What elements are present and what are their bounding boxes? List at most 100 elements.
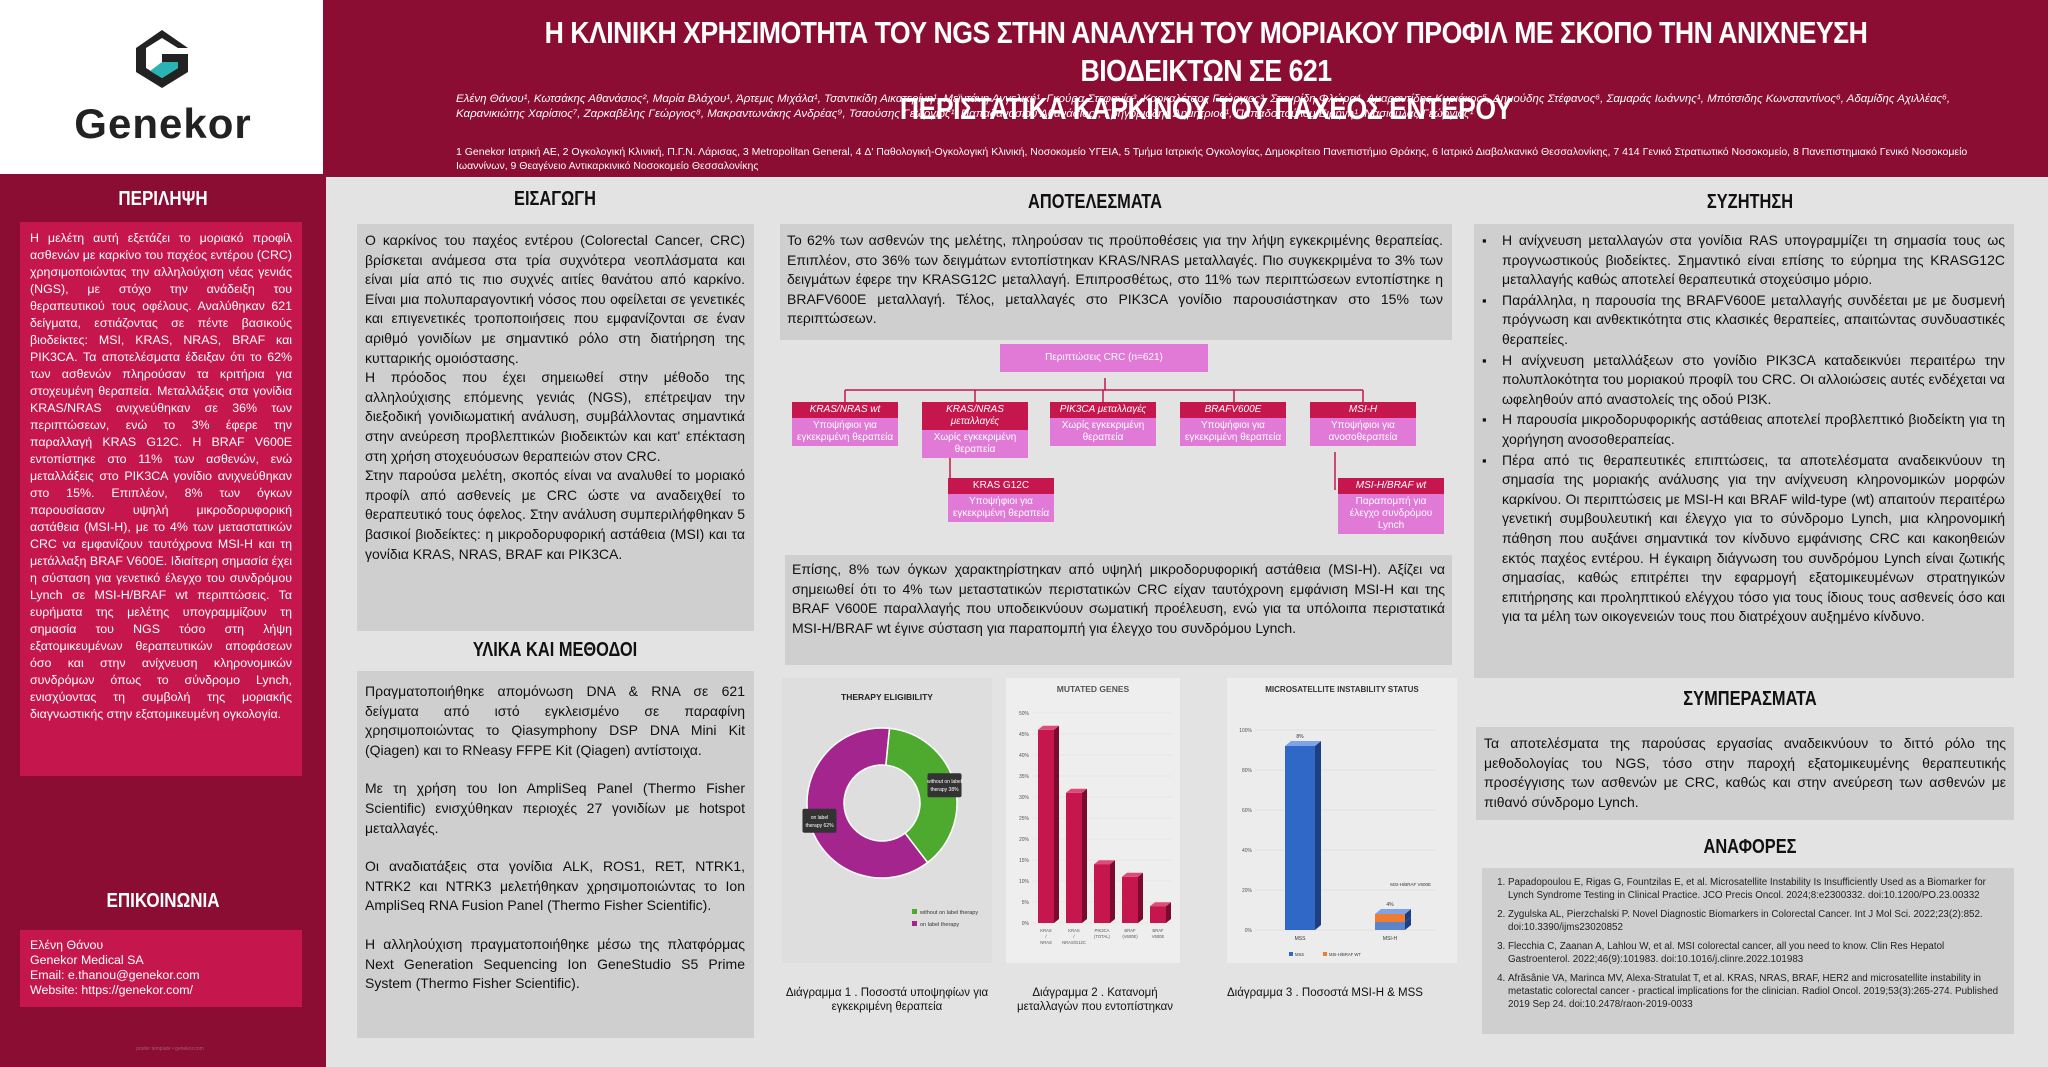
msi-ytick-2: 40%: [1242, 848, 1253, 854]
flow-node-msi-h-braf-wt: MSI-H/BRAF wt Παραπομπή για έλεγχο συνδρό…: [1338, 478, 1444, 534]
reference-1: Papadopoulou E, Rigas G, Fountzilas E, e…: [1508, 876, 2008, 902]
pie-data-label-1-a: on label: [811, 815, 829, 821]
methods-p1: Πραγματοποιήθηκε απομόνωση DNA & RNA σε …: [365, 683, 745, 758]
msi-bar-side-1-2: [1405, 909, 1411, 922]
msi-legend-label-1: MSI-H/BRAF WT: [1329, 952, 1361, 957]
methods-p4: Η αλληλούχιση πραγματοποιήθηκε μέσω της …: [365, 935, 745, 992]
logo-box: Genekor: [0, 0, 326, 177]
flow-node-braf: BRAFV600E Υποψήφιοι για εγκεκριμένη θεραπ…: [1180, 402, 1286, 446]
msi-ytick-5: 100%: [1239, 728, 1252, 734]
contact-box: Ελένη Θάνου Genekor Medical SA Email: e.…: [20, 930, 302, 1007]
bar-ytick-10: 50%: [1019, 711, 1030, 717]
conclusions-text: Τα αποτελέσματα της παρούσας εργασίας αν…: [1484, 735, 2006, 810]
bar-side-1: [1082, 788, 1087, 923]
reference-4: Afrăsânie VA, Marinca MV, Alexa-Stratula…: [1508, 972, 2008, 1011]
bar-xtick-3-1: (V600E): [1122, 934, 1138, 939]
title-line-1: Η ΚΛΙΝΙΚΗ ΧΡΗΣΙΜΟΤΗΤΑ ΤΟΥ NGS ΣΤΗΝ ΑΝΑΛΥ…: [544, 15, 1868, 88]
pie-data-label-0-b: therapy 38%: [930, 787, 959, 793]
bar-top-4: [1150, 902, 1171, 907]
pie-legend-label-0: without on label therapy: [919, 910, 978, 916]
bar-ytick-2: 10%: [1019, 879, 1030, 885]
methods-text: Πραγματοποιήθηκε απομόνωση DNA & RNA σε …: [365, 682, 745, 994]
bar-ytick-5: 25%: [1019, 816, 1030, 822]
methods-heading: ΥΛΙΚΑ ΚΑΙ ΜΕΘΟΔΟΙ: [472, 639, 638, 661]
msi-bar-label-0: 8%: [1296, 734, 1304, 740]
msi-bar-1-1: [1375, 922, 1405, 930]
bar-4: [1150, 906, 1166, 923]
intro-p1: Ο καρκίνος του παχέος εντέρου (Colorecta…: [365, 232, 745, 366]
bar-top-3: [1122, 872, 1143, 877]
discussion-bullet-2: Παράλληλα, η παρουσία της BRAFV600E μετα…: [1480, 291, 2005, 350]
pie-data-label-bg-1: [802, 808, 837, 833]
discussion-bullet-1: Η ανίχνευση μεταλλαγών στα γονίδια RAS υ…: [1480, 231, 2005, 290]
conclusions-panel: [1476, 727, 2014, 820]
msi-legend-label-0: MSS: [1295, 952, 1304, 957]
methods-panel: [357, 671, 754, 1038]
pie-data-label-0-a: without on label: [927, 779, 962, 785]
contact-name: Ελένη Θάνου: [30, 938, 104, 952]
bar-xtick-4-1: V600E: [1152, 934, 1165, 939]
bar-xtick-1-0: KRAS: [1068, 928, 1080, 933]
bar-xtick-0-1: /: [1045, 934, 1047, 939]
bar-ytick-8: 40%: [1019, 753, 1030, 759]
reference-3: Flecchia C, Zaanan A, Lahlou W, et al. M…: [1508, 940, 2008, 966]
bar-top-2: [1094, 860, 1115, 865]
results-p1: Το 62% των ασθενών της μελέτης, πληρούσα…: [787, 232, 1443, 327]
mutated-genes-svg: MUTATED GENES 0% 5% 10% 15% 20% 25% 30% 35% 40% 45…: [1019, 684, 1172, 945]
poster-header: Η ΚΛΙΝΙΚΗ ΧΡΗΣΙΜΟΤΗΤΑ ΤΟΥ NGS ΣΤΗΝ ΑΝΑΛΥ…: [326, 0, 2048, 177]
bar-3: [1122, 876, 1138, 923]
pie-slice-1: [806, 727, 929, 879]
references-list: Papadopoulou E, Rigas G, Fountzilas E, e…: [1484, 876, 2008, 1017]
chart-therapy-eligibility: THERAPY ELIGIBILITY without on label thera…: [782, 678, 992, 963]
bar-ytick-6: 30%: [1019, 795, 1030, 801]
msi-bar-1-2: [1375, 914, 1405, 922]
pie-data-label-1-b: therapy 62%: [805, 823, 834, 829]
msi-bar-side-1-1: [1405, 917, 1411, 930]
contact-company: Genekor Medical SA: [30, 953, 144, 967]
poster-title: Η ΚΛΙΝΙΚΗ ΧΡΗΣΙΜΟΤΗΤΑ ΤΟΥ NGS ΣΤΗΝ ΑΝΑΛΥ…: [527, 14, 1886, 128]
methods-p3: Οι αναδιατάξεις στα γονίδια ALK, ROS1, R…: [365, 858, 745, 914]
pie-data-label-bg-0: [927, 773, 962, 798]
chart-3-caption: Διάγραμμα 3 . Ποσοστά MSI-H & MSS: [1227, 987, 1423, 999]
bar-2: [1094, 864, 1110, 923]
msi-ytick-3: 60%: [1242, 808, 1253, 814]
flow-node-root: Περιπτώσεις CRC (n=621): [1000, 344, 1208, 372]
bar-xtick-1-2: NRAS/G12C: [1062, 940, 1086, 945]
intro-text: Ο καρκίνος του παχέος εντέρου (Colorecta…: [365, 231, 745, 564]
msi-side-label: MSI-H/BRAF V600E: [1390, 882, 1431, 887]
contact-website[interactable]: Website: https://genekor.com/: [30, 983, 193, 997]
discussion-list: Η ανίχνευση μεταλλαγών στα γονίδια RAS υ…: [1480, 231, 2005, 628]
therapy-eligibility-svg: THERAPY ELIGIBILITY without on label thera…: [802, 692, 978, 928]
chart-2-caption: Διάγραμμα 2 . Κατανομή μεταλλαγών που εν…: [1016, 987, 1174, 1013]
contact-heading: ΕΠΙΚΟΙΝΩΝΙΑ: [106, 890, 220, 912]
bar-ytick-4: 20%: [1019, 837, 1030, 843]
discussion-bullet-3: Η ανίχνευση μεταλλάξεων στο γονίδιο PIK3…: [1480, 351, 2005, 410]
conclusions-heading: ΣΥΜΠΕΡΑΣΜΑΤΑ: [1683, 688, 1817, 710]
bar-top-0: [1038, 725, 1059, 730]
msi-legend-swatch-0: [1289, 952, 1293, 956]
contact-email[interactable]: Email: e.thanou@genekor.com: [30, 968, 200, 982]
pie-legend-label-1: on label therapy: [920, 922, 959, 928]
discussion-bullet-4: Η παρουσία μικροδορυφορικής αστάθειας απ…: [1480, 410, 2005, 449]
flow-node-kras-g12c: KRAS G12C Υποψήφιοι για εγκεκριμένη θεραπ…: [948, 478, 1054, 522]
bar-xtick-0-0: KRAS: [1040, 928, 1052, 933]
msi-bar-top-0-0: [1285, 741, 1321, 746]
logo-text: Genekor: [74, 100, 252, 147]
pie-legend-swatch-1: [912, 921, 917, 926]
msi-bar-side-0-0: [1315, 741, 1321, 930]
results-panel-2: [785, 555, 1452, 665]
results-panel-1: [780, 224, 1452, 340]
bar-side-2: [1110, 860, 1115, 923]
discussion-heading: ΣΥΖΗΤΗΣΗ: [1706, 191, 1794, 213]
bar-0: [1038, 729, 1054, 923]
msi-bar-0-0: [1285, 746, 1315, 930]
bar-side-3: [1138, 872, 1143, 923]
summary-text: Η μελέτη αυτή εξετάζει το μοριακό προφίλ…: [20, 222, 302, 776]
bar-ytick-1: 5%: [1022, 900, 1030, 906]
intro-p3: Στην παρούσα μελέτη, σκοπός είναι να ανα…: [365, 467, 745, 562]
footer-note: poster template • genekor.com: [136, 1046, 204, 1052]
intro-heading: ΕΙΣΑΓΩΓΗ: [514, 188, 596, 210]
msi-ytick-1: 20%: [1242, 888, 1253, 894]
pie-title: THERAPY ELIGIBILITY: [841, 692, 933, 702]
chart-1-caption: Διάγραμμα 1 . Ποσοστά υποψηφίων για εγκε…: [785, 987, 989, 1013]
